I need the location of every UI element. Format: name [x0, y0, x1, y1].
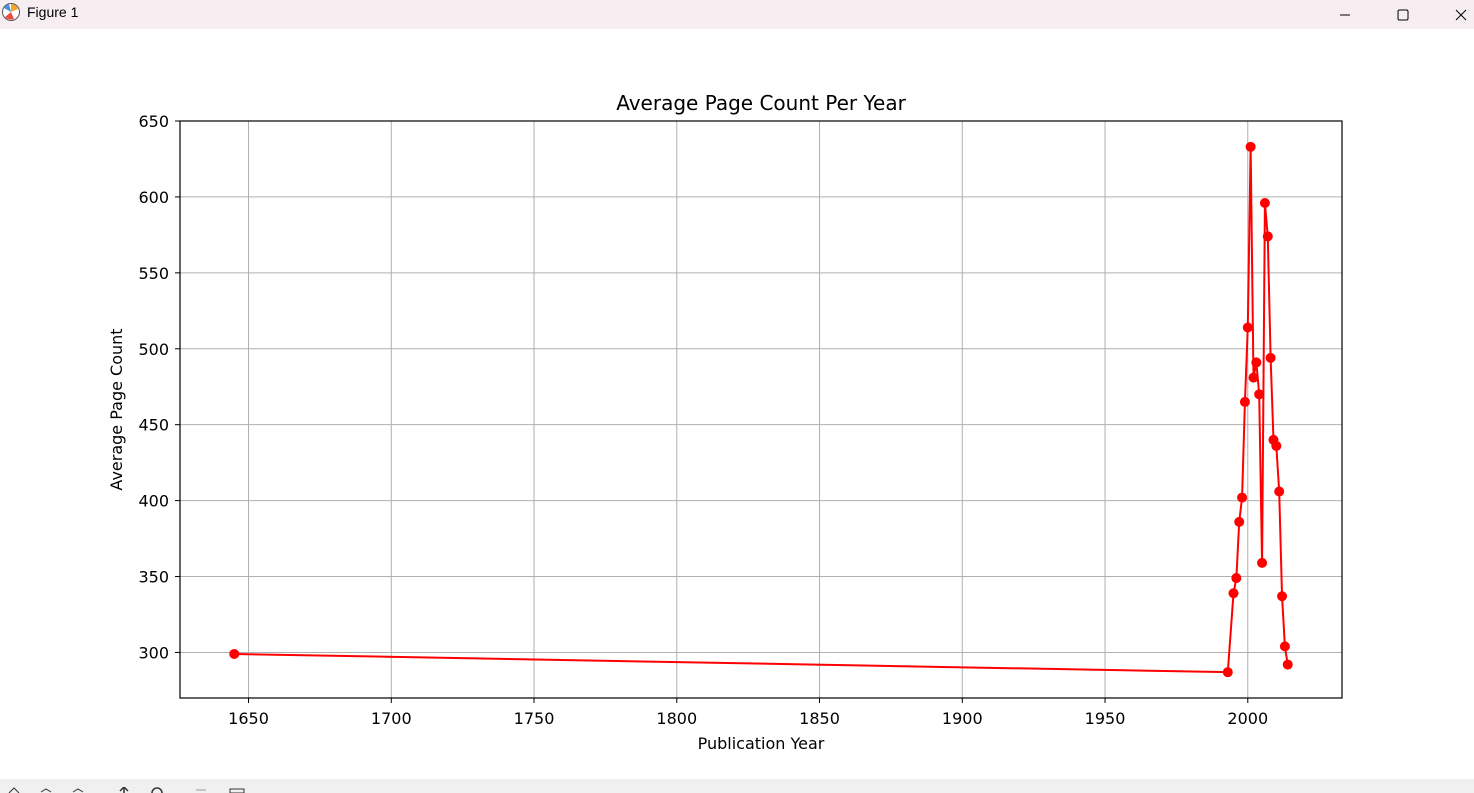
- figure-canvas: 1650 1700 1750 1800 1850 1900 1950 2000 300 350 40…: [0, 29, 1474, 779]
- data-point: [1282, 659, 1293, 670]
- data-point: [1231, 573, 1242, 584]
- data-point: [1271, 440, 1282, 451]
- minimize-button[interactable]: [1322, 0, 1368, 29]
- y-tick-label: 650: [138, 112, 169, 131]
- minimize-icon: [1340, 14, 1350, 15]
- y-tick-label: 300: [138, 643, 169, 662]
- window-title: Figure 1: [27, 4, 79, 20]
- data-point: [1259, 197, 1270, 208]
- data-point: [1228, 588, 1239, 599]
- data-point: [1257, 557, 1268, 568]
- y-tick-label: 500: [138, 340, 169, 359]
- data-point: [1248, 372, 1259, 383]
- save-icon[interactable]: [229, 787, 245, 793]
- home-icon[interactable]: [8, 787, 20, 793]
- close-button[interactable]: [1438, 0, 1474, 29]
- matplotlib-icon: [2, 3, 20, 21]
- x-tick-label: 1700: [371, 709, 412, 728]
- series-line: [234, 145, 1289, 674]
- line-chart: 1650 1700 1750 1800 1850 1900 1950 2000 300 350 40…: [107, 91, 1343, 753]
- data-point: [1234, 516, 1245, 527]
- x-tick-label: 1800: [656, 709, 697, 728]
- data-point: [1254, 389, 1265, 400]
- data-point: [1251, 357, 1262, 368]
- y-tick-label: 600: [138, 188, 169, 207]
- window-titlebar: Figure 1: [0, 0, 1474, 29]
- pan-icon[interactable]: [118, 787, 130, 793]
- close-icon: [1455, 9, 1467, 20]
- y-tick-label: 400: [138, 492, 169, 511]
- data-point: [229, 648, 240, 659]
- x-tick-label: 1900: [942, 709, 983, 728]
- y-tick-label: 550: [138, 264, 169, 283]
- x-axis-label: Publication Year: [698, 734, 825, 753]
- maximize-button[interactable]: [1380, 0, 1426, 29]
- configure-icon[interactable]: [195, 787, 207, 793]
- maximize-icon: [1397, 9, 1409, 20]
- data-point: [1239, 396, 1250, 407]
- navigation-toolbar: [0, 779, 1474, 793]
- forward-icon[interactable]: [72, 787, 84, 793]
- zoom-icon[interactable]: [150, 787, 164, 793]
- data-point: [1277, 591, 1288, 602]
- back-icon[interactable]: [40, 787, 52, 793]
- y-tick-label: 350: [138, 568, 169, 587]
- data-point: [1262, 231, 1273, 242]
- data-point: [1265, 352, 1276, 363]
- data-point: [1237, 492, 1248, 503]
- data-point: [1274, 486, 1285, 497]
- x-tick-label: 1850: [799, 709, 840, 728]
- y-tick-label: 450: [138, 416, 169, 435]
- chart-title: Average Page Count Per Year: [616, 91, 906, 115]
- data-point: [1279, 641, 1290, 652]
- x-tick-label: 1650: [228, 709, 269, 728]
- plot-frame: [179, 120, 1343, 699]
- x-tick-label: 1750: [514, 709, 555, 728]
- y-axis-label: Average Page Count: [107, 328, 126, 490]
- x-tick-label: 1950: [1085, 709, 1126, 728]
- x-tick-label: 2000: [1227, 709, 1268, 728]
- data-point: [1222, 667, 1233, 678]
- data-point: [1242, 322, 1253, 333]
- data-point: [1245, 141, 1256, 152]
